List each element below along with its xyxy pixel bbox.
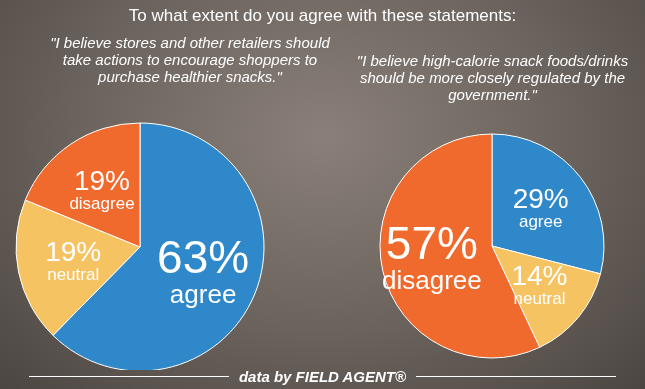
svg-text:29%: 29% <box>513 183 569 214</box>
html-text:To what extent do you agree wi: To what extent do you agree with these s… <box>128 6 517 25</box>
html-text:data by FIELD AGENT®: data by FIELD AGENT® <box>238 367 407 385</box>
svg-text:agree: agree <box>170 279 237 309</box>
svg-text:neutral: neutral <box>513 289 565 308</box>
svg-text:14%: 14% <box>511 260 567 291</box>
svg-text:19%: 19% <box>74 165 130 196</box>
svg-text:57%: 57% <box>386 217 478 269</box>
svg-text:neutral: neutral <box>47 265 99 284</box>
html-text:"I believe stores and other re: "I believe stores and other retailers sh… <box>50 34 330 85</box>
svg-text:agree: agree <box>519 212 562 231</box>
svg-text:disagree: disagree <box>69 194 134 213</box>
svg-text:disagree: disagree <box>382 265 482 295</box>
svg-text:63%: 63% <box>157 231 249 283</box>
html-text:"I believe high-calorie snack: "I believe high-calorie snack foods/drin… <box>356 52 629 103</box>
svg-text:19%: 19% <box>45 236 101 267</box>
